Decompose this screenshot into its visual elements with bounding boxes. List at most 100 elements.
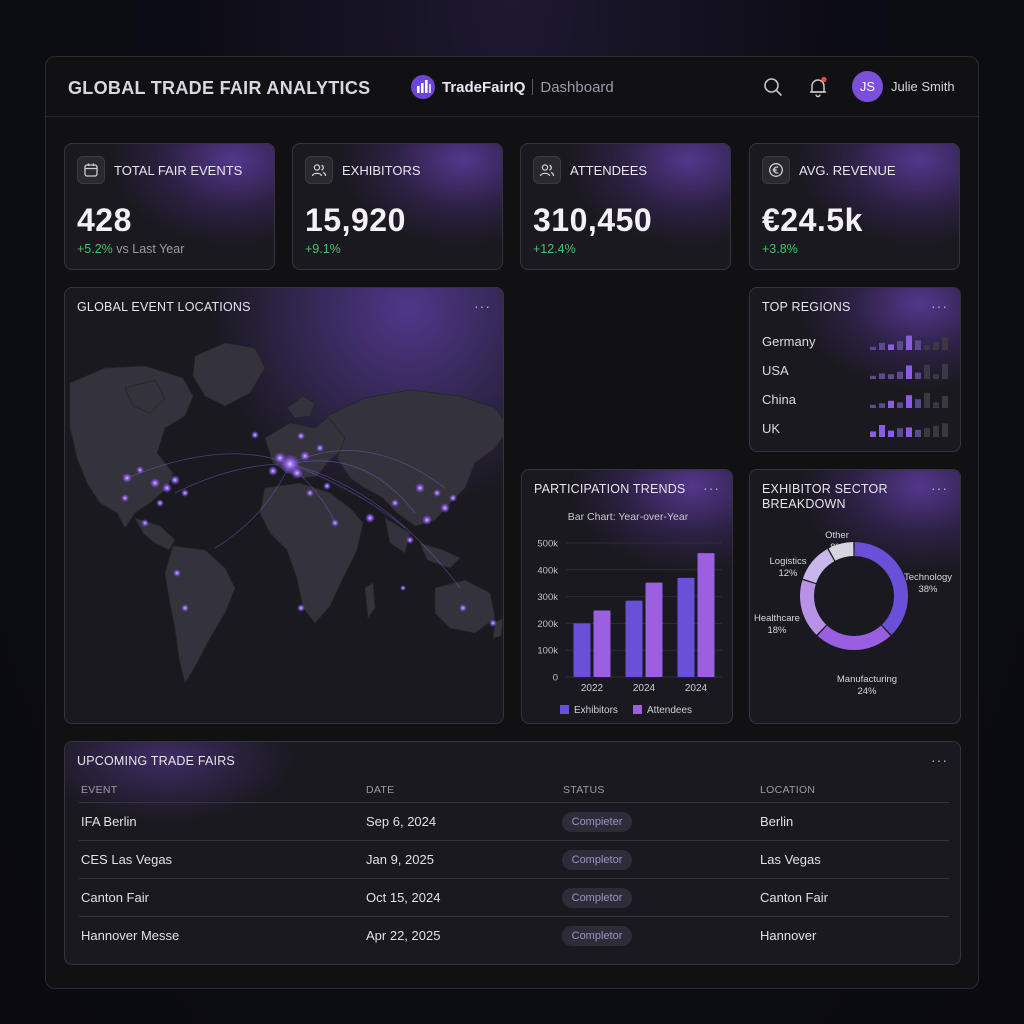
user-name[interactable]: Julie Smith	[891, 79, 955, 94]
more-options-icon[interactable]: ···	[703, 480, 720, 496]
kpi-label: AVG. REVENUE	[799, 163, 896, 178]
world-map[interactable]	[65, 288, 504, 724]
sparkline-bar	[879, 425, 885, 437]
sparkline-bar	[897, 428, 903, 437]
y-tick-label: 300k	[537, 592, 558, 603]
sparkline-bar	[870, 375, 876, 379]
region-name: UK	[762, 421, 781, 436]
sparkline-bar	[906, 395, 912, 408]
x-tick-label: 2024	[685, 683, 708, 694]
kpi-label: EXHIBITORS	[342, 163, 421, 178]
kpi-delta-value: +9.1%	[305, 242, 341, 256]
region-row[interactable]: China	[762, 391, 952, 409]
kpi-card-exhibitors[interactable]: EXHIBITORS 15,920 +9.1%	[292, 143, 503, 270]
x-tick-label: 2024	[633, 683, 656, 694]
more-options-icon[interactable]: ···	[931, 298, 948, 314]
bar-attendees[interactable]	[645, 582, 663, 677]
users-icon	[533, 156, 561, 184]
sector-breakdown-card[interactable]: EXHIBITOR SECTOR BREAKDOWN ··· Technolog…	[749, 469, 961, 724]
slice-percent: 12%	[778, 568, 798, 579]
sparkline-bar	[924, 428, 930, 437]
divider	[79, 840, 949, 841]
sparkline-bar	[897, 371, 903, 379]
bar-chart[interactable]: Bar Chart: Year-over-Year 0 100k 200k 300k 40…	[522, 505, 733, 724]
donut-slice-manufacturing[interactable]	[817, 625, 891, 650]
column-header-event[interactable]: EVENT	[81, 784, 118, 796]
cell-date: Sep 6, 2024	[366, 814, 437, 829]
y-tick-label: 200k	[537, 619, 558, 630]
region-name: Germany	[762, 334, 816, 349]
donut-chart[interactable]: Technology38%Manufacturing24%Healthcare1…	[750, 510, 961, 724]
continents	[69, 342, 503, 685]
participation-trends-card[interactable]: PARTICIPATION TRENDS ··· Bar Chart: Year…	[521, 469, 733, 724]
kpi-card-avg-revenue[interactable]: AVG. REVENUE €24.5k +3.8%	[749, 143, 960, 270]
sparkline-bar	[915, 340, 921, 350]
kpi-delta-suffix: vs Last Year	[112, 242, 185, 256]
bar-attendees[interactable]	[593, 610, 611, 677]
sparkline-bar	[933, 342, 939, 350]
legend-label: Attendees	[647, 705, 692, 716]
cell-location: Canton Fair	[760, 890, 828, 905]
kpi-delta-value: +5.2%	[77, 242, 113, 256]
cell-event: IFA Berlin	[81, 814, 137, 829]
slice-label: Manufacturing	[837, 674, 897, 685]
slice-label: Logistics	[770, 556, 807, 567]
column-header-location[interactable]: LOCATION	[760, 784, 816, 796]
cell-event: Hannover Messe	[81, 928, 180, 943]
bar-attendees[interactable]	[697, 553, 715, 677]
search-icon[interactable]	[762, 76, 784, 98]
sparkline-bar	[924, 345, 930, 350]
sparkline-bar	[924, 364, 930, 379]
avatar[interactable]: JS	[852, 71, 883, 102]
divider	[79, 916, 949, 917]
page-title: GLOBAL TRADE FAIR ANALYTICS	[68, 78, 371, 98]
status-badge: Completor	[562, 888, 632, 908]
region-row[interactable]: USA	[762, 362, 952, 380]
region-row[interactable]: Germany	[762, 333, 952, 351]
map-title: GLOBAL EVENT LOCATIONS	[77, 300, 251, 314]
bar-exhibitors[interactable]	[573, 623, 591, 677]
kpi-value: 428	[77, 202, 132, 238]
slice-label: Technology	[904, 572, 952, 583]
region-row[interactable]: UK	[762, 420, 952, 438]
cell-date: Apr 22, 2025	[366, 928, 441, 943]
region-name: China	[762, 392, 796, 407]
users-icon	[305, 156, 333, 184]
column-header-status[interactable]: STATUS	[563, 784, 605, 796]
bar-exhibitors[interactable]	[625, 600, 643, 677]
top-regions-card[interactable]: TOP REGIONS ··· Germany USA China UK	[749, 287, 961, 452]
donut-slice-healthcare[interactable]	[800, 580, 827, 635]
kpi-card-total-events[interactable]: TOTAL FAIR EVENTS 428 +5.2% vs Last Year	[64, 143, 275, 270]
bar-exhibitors[interactable]	[677, 577, 695, 677]
region-sparkline	[870, 363, 948, 379]
kpi-card-attendees[interactable]: ATTENDEES 310,450 +12.4%	[520, 143, 731, 270]
brand[interactable]: TradeFairIQ Dashboard	[410, 73, 614, 101]
cell-event: CES Las Vegas	[81, 852, 173, 867]
dashboard-window: GLOBAL TRADE FAIR ANALYTICS TradeFairIQ …	[45, 56, 979, 989]
notification-dot	[821, 76, 827, 83]
event-location-dots[interactable]	[121, 431, 497, 627]
legend-label: Exhibitors	[574, 705, 618, 716]
more-options-icon[interactable]: ···	[474, 298, 491, 314]
connection-arcs	[126, 450, 461, 589]
sparkline-bar	[924, 392, 930, 408]
donut-slice-technology[interactable]	[854, 542, 908, 635]
sparkline-bar	[879, 342, 885, 350]
map-card[interactable]: GLOBAL EVENT LOCATIONS ···	[64, 287, 504, 724]
y-tick-label: 0	[553, 673, 558, 684]
status-badge: Compieter	[562, 812, 632, 832]
donut-slice-other[interactable]	[828, 542, 854, 561]
column-header-date[interactable]: DATE	[366, 784, 395, 796]
donut-slice-logistics[interactable]	[802, 549, 835, 584]
bell-icon[interactable]	[807, 76, 829, 98]
table-title: UPCOMING TRADE FAIRS	[77, 754, 235, 768]
more-options-icon[interactable]: ···	[931, 752, 948, 768]
sparkline-bar	[897, 341, 903, 350]
chart-subtitle: Bar Chart: Year-over-Year	[568, 511, 689, 523]
cell-date: Jan 9, 2025	[366, 852, 434, 867]
slice-label: Healthcare	[754, 613, 800, 624]
region-name: USA	[762, 363, 789, 378]
kpi-delta: +9.1%	[305, 242, 341, 256]
breadcrumb-page: Dashboard	[540, 78, 614, 96]
more-options-icon[interactable]: ···	[931, 480, 948, 496]
